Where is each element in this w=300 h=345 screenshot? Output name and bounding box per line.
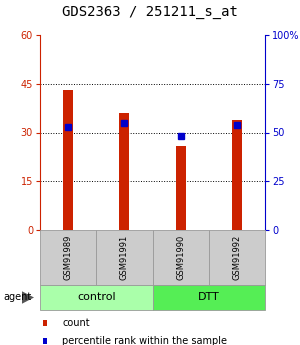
Text: GSM91989: GSM91989 <box>64 235 73 280</box>
Bar <box>63 90 73 230</box>
Text: GSM91990: GSM91990 <box>176 235 185 280</box>
Text: agent: agent <box>3 293 31 303</box>
Text: GSM91991: GSM91991 <box>120 235 129 280</box>
Text: DTT: DTT <box>198 293 220 303</box>
Text: count: count <box>62 318 90 328</box>
Text: GDS2363 / 251211_s_at: GDS2363 / 251211_s_at <box>62 5 238 19</box>
Text: control: control <box>77 293 116 303</box>
Text: GSM91992: GSM91992 <box>232 235 242 280</box>
Bar <box>232 119 242 230</box>
Text: percentile rank within the sample: percentile rank within the sample <box>62 336 227 345</box>
Bar <box>176 146 186 230</box>
Polygon shape <box>22 291 34 304</box>
Bar <box>119 113 129 230</box>
